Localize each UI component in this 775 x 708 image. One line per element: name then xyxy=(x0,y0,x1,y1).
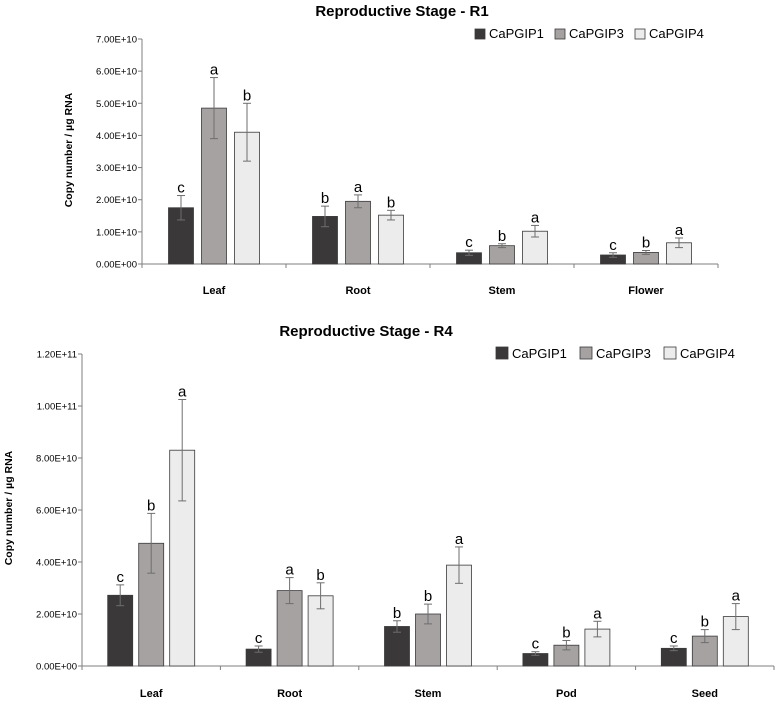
chart-r4-legend-swatch-capgip4 xyxy=(663,346,677,360)
chart-r4-category-root: Root xyxy=(277,688,302,700)
chart-r1-legend-swatch-capgip1 xyxy=(474,28,486,40)
chart-r1-title: Reproductive Stage - R1 xyxy=(315,3,488,20)
chart-r1-letter-capgip4-leaf: b xyxy=(243,87,251,104)
chart-r1-letter-capgip1-leaf: c xyxy=(177,180,185,197)
chart-r4-legend-swatch-capgip1 xyxy=(495,346,509,360)
chart-r1-letter-capgip4-root: b xyxy=(387,194,395,211)
chart-r4-ytick-1: 2.00E+10 xyxy=(36,610,77,621)
chart-r1-bar-capgip3-stem xyxy=(489,245,515,265)
chart-r4-letter-capgip3-seed: b xyxy=(701,614,709,631)
chart-r1-letter-capgip3-leaf: a xyxy=(210,62,219,79)
chart-r4-letter-capgip3-stem: b xyxy=(424,588,432,605)
chart-r4-category-pod: Pod xyxy=(556,688,577,700)
chart-r4-letter-capgip1-stem: b xyxy=(393,605,401,622)
chart-r4-bar-capgip1-leaf xyxy=(107,594,134,667)
chart-r1-ytick-3: 3.00E+10 xyxy=(96,163,137,174)
chart-r4-letter-capgip1-seed: c xyxy=(670,630,678,647)
chart-r4-ytick-2: 4.00E+10 xyxy=(36,558,77,569)
chart-r1-category-stem: Stem xyxy=(489,285,516,297)
chart-r4-ytick-4: 8.00E+10 xyxy=(36,454,77,465)
chart-r1-ytick-5: 5.00E+10 xyxy=(96,99,137,110)
chart-r1: Reproductive Stage - R1 Copy number / µg… xyxy=(63,3,719,297)
chart-r1-y-axis-label: Copy number / µg RNA xyxy=(63,92,75,207)
chart-r1-category-leaf: Leaf xyxy=(203,285,226,297)
chart-r1-letter-capgip1-stem: c xyxy=(465,234,473,251)
chart-r4-letter-capgip1-leaf: c xyxy=(116,569,124,586)
chart-r1-letter-capgip1-flower: c xyxy=(609,237,617,254)
chart-r1-legend-capgip3: CaPGIP3 xyxy=(569,26,624,41)
chart-r1-x-categories: Leaf Root Stem Flower xyxy=(203,285,665,297)
chart-r4-category-stem: Stem xyxy=(415,688,442,700)
chart-r4-title: Reproductive Stage - R4 xyxy=(279,323,453,340)
chart-r4-ytick-5: 1.00E+11 xyxy=(37,402,77,413)
chart-r4-legend-capgip4: CaPGIP4 xyxy=(680,346,735,361)
chart-r4-ytick-0: 0.00E+00 xyxy=(36,662,77,673)
chart-r1-letter-capgip3-root: a xyxy=(354,179,363,196)
chart-r1-ytick-6: 6.00E+10 xyxy=(96,67,137,78)
chart-r4-legend-swatch-capgip3 xyxy=(579,346,593,360)
chart-r4-letter-capgip4-seed: a xyxy=(732,588,741,605)
chart-r1-letter-capgip4-flower: a xyxy=(675,222,684,239)
chart-r4-bar-capgip1-stem xyxy=(384,626,410,667)
chart-r4-legend: CaPGIP1 CaPGIP3 CaPGIP4 xyxy=(512,346,735,361)
chart-r1-ytick-4: 4.00E+10 xyxy=(96,131,137,142)
chart-r4-letter-capgip1-pod: c xyxy=(532,636,540,653)
chart-r1-significance-letters: c b c c a a b b b b a a xyxy=(177,62,684,254)
chart-r4-letter-capgip4-stem: a xyxy=(455,531,464,548)
chart-r4-legend-capgip1: CaPGIP1 xyxy=(512,346,567,361)
chart-r4-ytick-6: 1.20E+11 xyxy=(37,350,77,361)
chart-r1-letter-capgip3-flower: b xyxy=(642,235,650,252)
chart-r4-letter-capgip4-leaf: a xyxy=(178,384,187,401)
chart-r4-letter-capgip3-leaf: b xyxy=(147,497,155,514)
chart-r1-ytick-2: 2.00E+10 xyxy=(96,195,137,206)
chart-r4-x-categories: Leaf Root Stem Pod Seed xyxy=(140,688,718,700)
chart-r4-letter-capgip1-root: c xyxy=(255,630,263,647)
chart-r1-y-ticks: 0.00E+00 1.00E+10 2.00E+10 3.00E+10 4.00… xyxy=(96,35,137,271)
chart-r4-letter-capgip4-root: b xyxy=(316,567,324,584)
chart-r1-category-flower: Flower xyxy=(628,285,664,297)
chart-r1-letter-capgip1-root: b xyxy=(321,190,329,207)
chart-r1-letter-capgip4-stem: a xyxy=(531,209,540,226)
chart-r1-legend-capgip1: CaPGIP1 xyxy=(489,26,544,41)
chart-r4-category-seed: Seed xyxy=(692,688,718,700)
chart-r4-category-leaf: Leaf xyxy=(140,688,163,700)
chart-r4-y-axis-label: Copy number / µg RNA xyxy=(3,450,15,565)
chart-r1-ytick-0: 0.00E+00 xyxy=(96,260,137,271)
chart-r4: Reproductive Stage - R4 Copy number / µg… xyxy=(3,323,775,700)
chart-r4-letter-capgip3-pod: b xyxy=(562,625,570,642)
chart-r4-legend-capgip3: CaPGIP3 xyxy=(596,346,651,361)
chart-r1-legend-capgip4: CaPGIP4 xyxy=(649,26,704,41)
chart-r1-letter-capgip3-stem: b xyxy=(498,228,506,245)
chart-r4-letter-capgip3-root: a xyxy=(285,562,294,579)
chart-r4-letter-capgip4-pod: a xyxy=(593,605,602,622)
chart-r1-ytick-1: 1.00E+10 xyxy=(96,227,137,238)
chart-r1-category-root: Root xyxy=(345,285,370,297)
chart-r1-ytick-7: 7.00E+10 xyxy=(96,35,137,46)
chart-r1-legend-swatch-capgip4 xyxy=(634,28,646,40)
chart-r4-significance-letters: c c b c c b a b b b a b a a a xyxy=(116,384,740,653)
chart-r4-y-ticks: 0.00E+00 2.00E+10 4.00E+10 6.00E+10 8.00… xyxy=(36,350,77,673)
chart-r1-legend-swatch-capgip3 xyxy=(554,28,566,40)
chart-r1-bar-capgip3-root xyxy=(345,200,371,265)
chart-r1-bar-capgip4-root xyxy=(378,214,404,265)
chart-r1-legend: CaPGIP1 CaPGIP3 CaPGIP4 xyxy=(489,26,704,41)
chart-r4-ytick-3: 6.00E+10 xyxy=(36,506,77,517)
